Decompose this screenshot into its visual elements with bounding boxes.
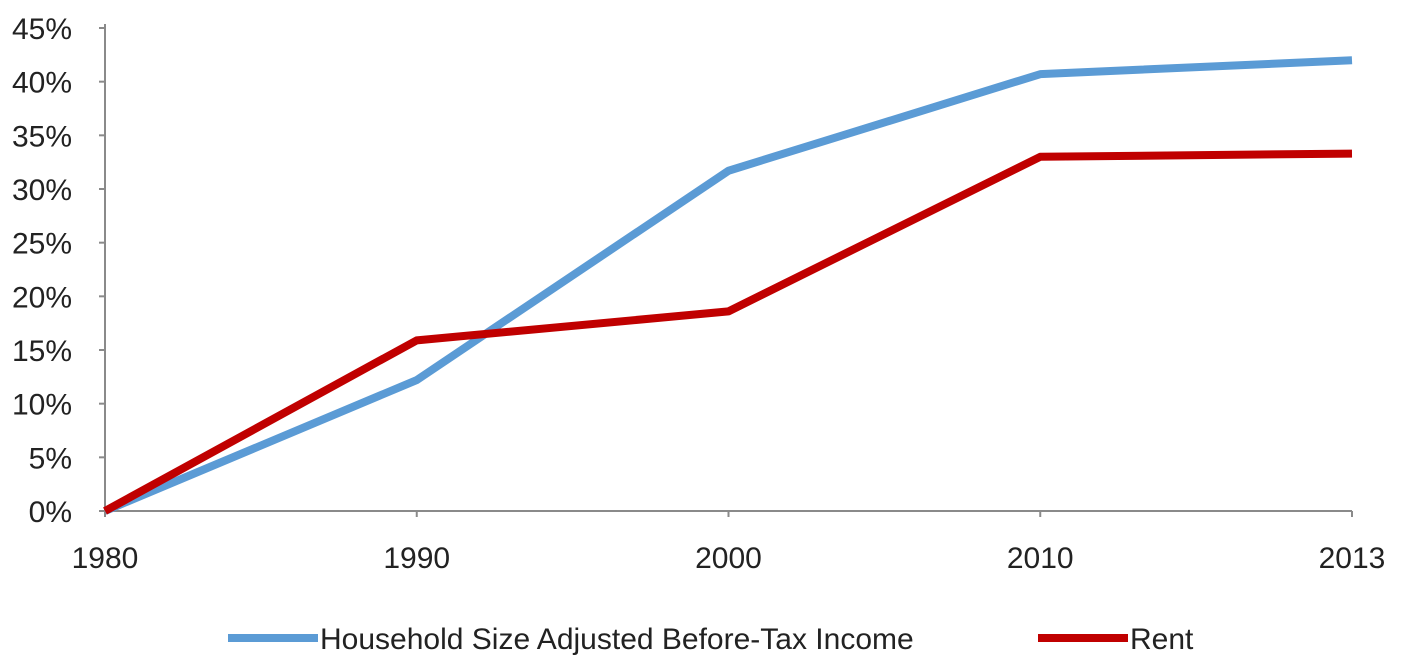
y-tick-label: 20% <box>12 281 72 314</box>
x-tick-label: 1990 <box>383 542 450 575</box>
y-tick-label: 25% <box>12 228 72 261</box>
series-line-0 <box>105 60 1352 511</box>
y-tick-label: 0% <box>29 496 72 529</box>
y-tick-label: 35% <box>12 120 72 153</box>
x-tick-label: 2010 <box>1007 542 1074 575</box>
x-tick-label: 2000 <box>695 542 762 575</box>
legend-label: Rent <box>1130 623 1194 656</box>
legend-label: Household Size Adjusted Before-Tax Incom… <box>320 623 914 656</box>
x-tick-label: 1980 <box>72 542 139 575</box>
y-tick-label: 5% <box>29 442 72 475</box>
legend: Household Size Adjusted Before-Tax Incom… <box>228 623 1194 656</box>
y-tick-label: 30% <box>12 174 72 207</box>
y-tick-label: 10% <box>12 389 72 422</box>
y-tick-label: 15% <box>12 335 72 368</box>
y-tick-label: 45% <box>12 13 72 46</box>
x-tick-label: 2013 <box>1319 542 1386 575</box>
series-line-1 <box>105 154 1352 511</box>
series-lines <box>105 60 1352 511</box>
y-tick-label: 40% <box>12 67 72 100</box>
axes: 0% 5% 10% 15% 20% 25% 30% 35% 40% 45% 1980 1990 2000… <box>12 13 1385 575</box>
